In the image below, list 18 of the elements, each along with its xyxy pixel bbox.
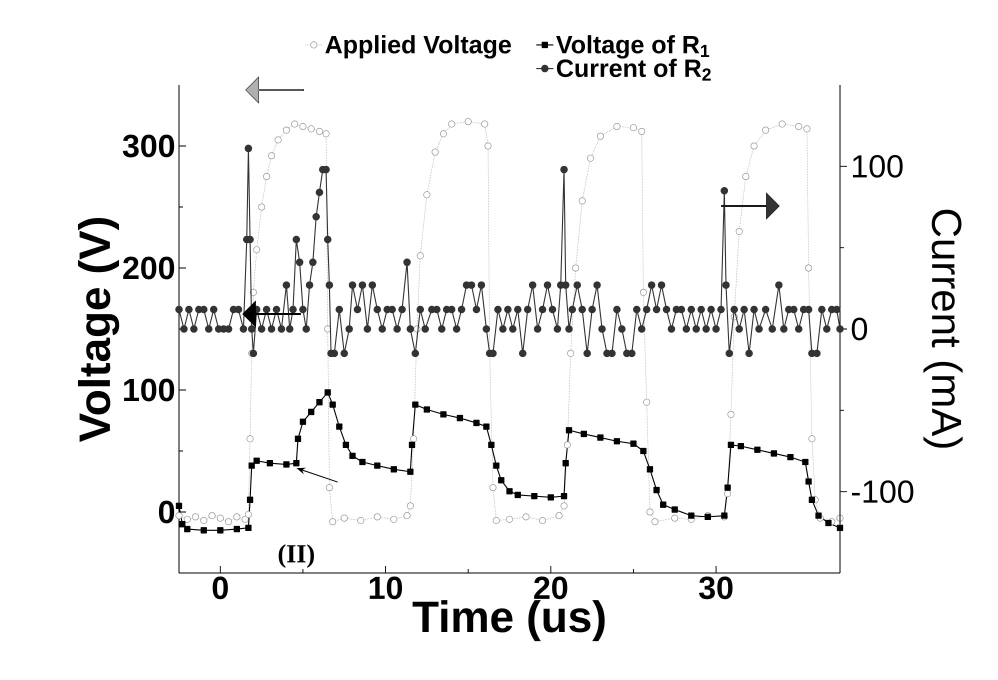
x-axis-title: Time (us)	[412, 600, 605, 642]
legend-label: Applied Voltage	[325, 35, 511, 59]
y2-tick-label: 0	[852, 318, 868, 340]
annotation: (II)	[278, 544, 314, 568]
x-tick-label: 30	[699, 576, 733, 600]
y-tick-label: 0	[158, 500, 174, 524]
x-tick-label: 10	[370, 576, 402, 600]
legend-label: Current of R$_{2}$	[556, 58, 711, 81]
x-tick-label: 20	[534, 576, 568, 600]
legend-label: Voltage of R$_{1}$	[556, 35, 710, 59]
y-tick-label: 200	[123, 256, 174, 280]
y-axis-title: Voltage (V)	[78, 218, 120, 442]
y2-tick-label: -100	[852, 480, 914, 503]
y-tick-label: 100	[124, 378, 174, 402]
y-tick-label: 300	[122, 134, 174, 158]
y2-axis-title: Current (mA)	[923, 210, 963, 448]
y2-tick-label: 100	[852, 155, 903, 178]
x-tick-label: 0	[212, 576, 228, 600]
